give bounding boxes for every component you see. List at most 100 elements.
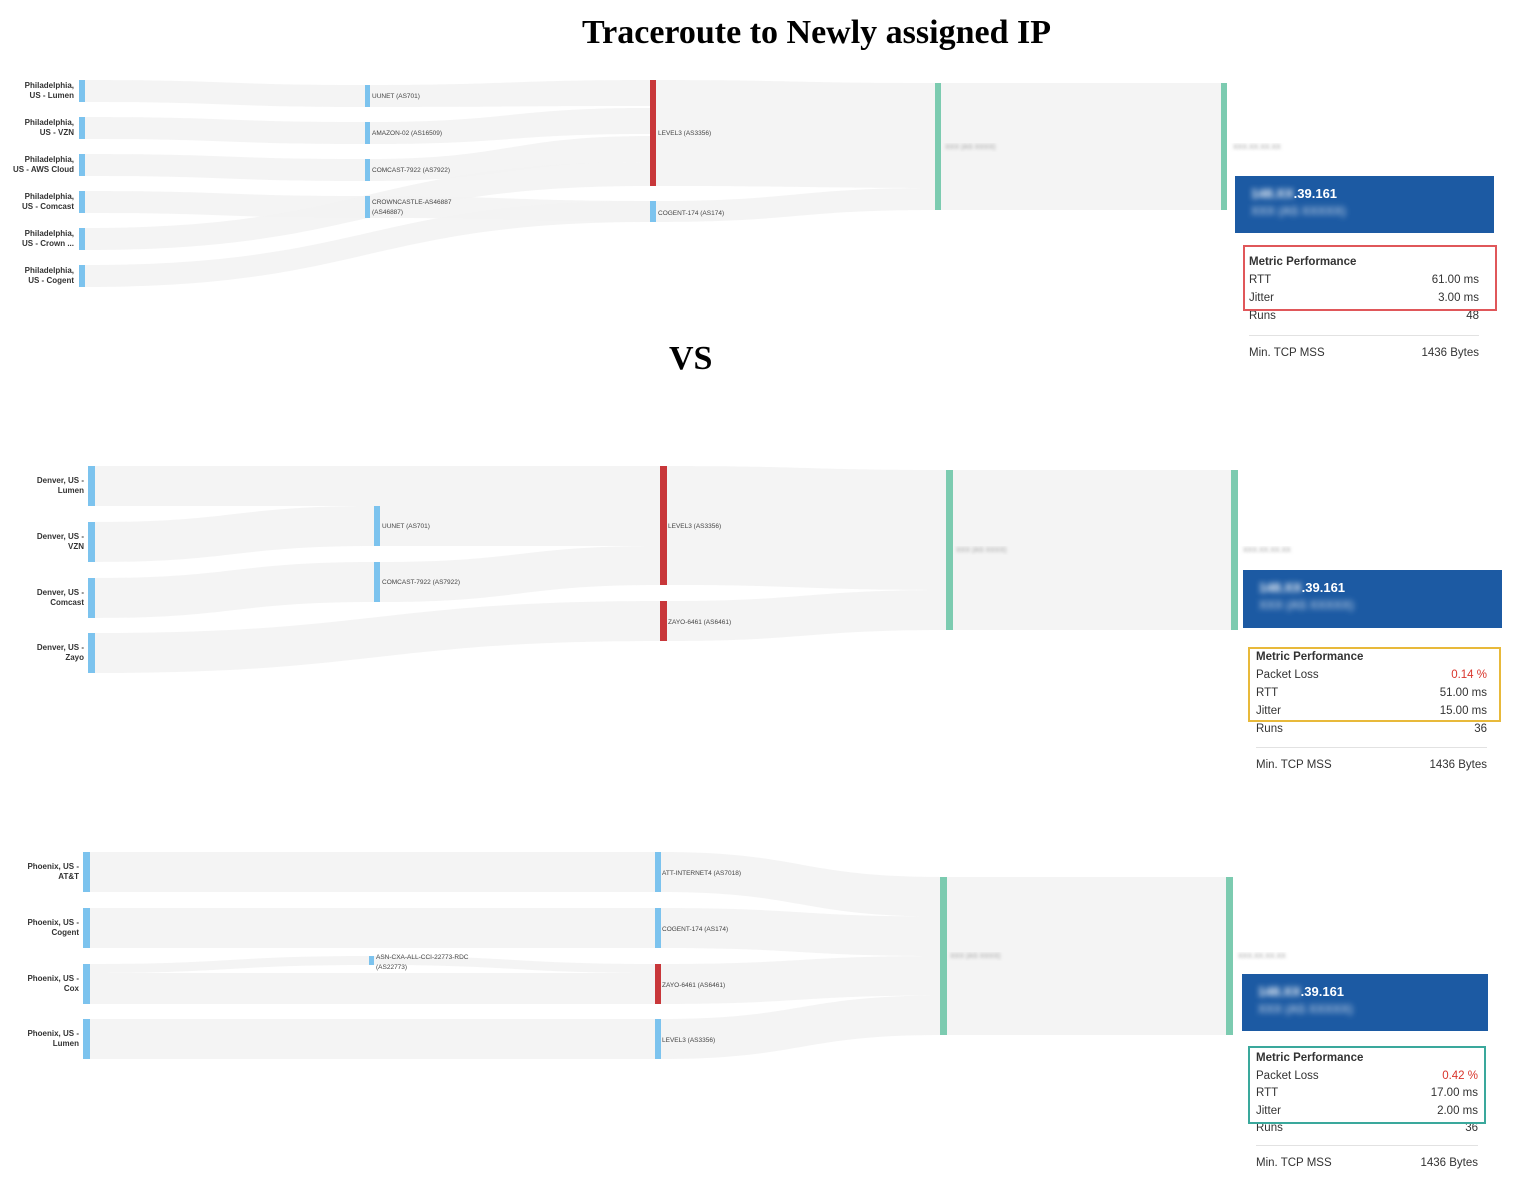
flow-link	[95, 466, 660, 506]
ip-visible: .39.161	[1300, 984, 1345, 999]
metric-label: Jitter	[1256, 705, 1281, 717]
vs-label: VS	[669, 340, 713, 377]
hop-node	[365, 159, 370, 181]
flow-link	[947, 877, 1226, 1035]
hop-node-intermediate	[946, 470, 953, 630]
destination-ip: 148.XX.39.161	[1251, 186, 1337, 201]
ip-hidden-prefix: 148.XX	[1251, 186, 1294, 201]
metric-value: 15.00 ms	[1439, 705, 1487, 717]
blurred-hop-label: XXX.XX.XX.XX	[1243, 547, 1291, 554]
flow-link	[85, 154, 365, 181]
hop-label: CROWNCASTLE-AS46887 (AS46887)	[372, 199, 452, 216]
metric-row: Min. TCP MSS 1436 Bytes	[1256, 1157, 1478, 1173]
metric-label: Min. TCP MSS	[1256, 759, 1332, 771]
flow-link	[656, 188, 935, 222]
destination-ip-box[interactable]: 148.XX.39.161 XXX (AS XXXXX)	[1235, 176, 1494, 233]
source-label: Phoenix, US -AT&T	[27, 862, 79, 881]
flow-link	[380, 546, 660, 602]
flow-link	[90, 956, 369, 973]
source-node	[79, 117, 85, 139]
hop-node-zayo	[660, 601, 667, 641]
metrics-divider	[1256, 1145, 1478, 1146]
hop-label: COMCAST-7922 (AS7922)	[372, 167, 450, 174]
source-node	[83, 908, 90, 948]
source-label: Phoenix, US -Cox	[27, 974, 79, 993]
hop-node-final	[1231, 470, 1238, 630]
flow-link	[661, 995, 940, 1059]
hop-label: ZAYO-6461 (AS6461)	[662, 982, 725, 989]
metric-row: RTT 51.00 ms	[1256, 687, 1487, 703]
destination-asn: XXX (AS XXXXX)	[1259, 598, 1354, 612]
metric-label: Packet Loss	[1256, 1070, 1319, 1082]
destination-ip-box[interactable]: 148.XX.39.161 XXX (AS XXXXX)	[1243, 570, 1502, 628]
metric-value: 0.14 %	[1451, 669, 1487, 681]
metric-value: 17.00 ms	[1430, 1087, 1478, 1099]
destination-ip: 148.XX.39.161	[1259, 580, 1345, 595]
metric-label: Runs	[1256, 723, 1283, 735]
source-label: Philadelphia, US - Cogent	[25, 266, 75, 285]
source-node	[83, 852, 90, 892]
hop-node-level3	[660, 466, 667, 585]
source-node	[88, 578, 95, 618]
metric-value: 2.00 ms	[1437, 1105, 1478, 1117]
metric-row: Min. TCP MSS 1436 Bytes	[1249, 347, 1479, 363]
metrics-highlight-box	[1243, 245, 1497, 311]
flow-link	[95, 562, 374, 618]
page-title: Traceroute to Newly assigned IP	[581, 14, 1051, 51]
flow-link	[370, 80, 650, 107]
metrics-panel: Metric Performance Packet Loss 0.14 % RTT…	[1256, 651, 1487, 781]
source-label: Philadelphia, US - AWS Cloud	[13, 155, 74, 174]
metric-value: 36	[1465, 1122, 1478, 1134]
flow-link	[661, 956, 940, 1004]
metric-value: 3.00 ms	[1438, 292, 1479, 304]
flow-link	[953, 470, 1231, 630]
metrics-panel: Metric Performance Packet Loss 0.42 % RTT…	[1256, 1052, 1478, 1182]
node-layer	[79, 80, 1238, 1059]
source-label: Phoenix, US -Cogent	[27, 918, 79, 937]
source-label: Philadelphia, US - Comcast	[22, 192, 74, 211]
flow-link	[90, 852, 655, 892]
flow-link	[85, 80, 365, 107]
metric-value: 1436 Bytes	[1421, 347, 1479, 359]
hop-node-zayo	[655, 964, 661, 1004]
hop-node	[655, 852, 661, 892]
source-node	[88, 633, 95, 673]
metric-value: 1436 Bytes	[1429, 759, 1487, 771]
blurred-hop-label: XXX (AS XXXX)	[956, 547, 1007, 554]
hop-node-final	[1221, 83, 1227, 210]
destination-ip: 148.XX.39.161	[1258, 984, 1344, 999]
metrics-highlight-box	[1248, 647, 1501, 722]
hop-node	[655, 1019, 661, 1059]
hop-node-final	[1226, 877, 1233, 1035]
hop-label: ASN-CXA-ALL-CCI-22773-RDC (AS22773)	[376, 954, 469, 971]
source-label: Phoenix, US -Lumen	[27, 1029, 79, 1048]
metric-value: 51.00 ms	[1439, 687, 1487, 699]
hop-label: COMCAST-7922 (AS7922)	[382, 579, 460, 586]
source-node	[88, 466, 95, 506]
flow-link	[95, 506, 374, 562]
flow-link	[661, 852, 940, 917]
metric-row: Runs 36	[1256, 723, 1487, 739]
source-label: Denver, US -Comcast	[37, 588, 84, 607]
hop-label: LEVEL3 (AS3356)	[662, 1037, 715, 1044]
flow-link	[90, 973, 655, 1004]
metric-value: 0.42 %	[1442, 1070, 1478, 1082]
hop-node-intermediate	[935, 83, 941, 210]
flow-link	[95, 601, 660, 673]
hop-label: LEVEL3 (AS3356)	[668, 523, 721, 530]
metric-row: RTT 17.00 ms	[1256, 1087, 1478, 1103]
source-label: Denver, US -Lumen	[37, 476, 84, 495]
metric-row: Jitter 15.00 ms	[1256, 705, 1487, 721]
flow-link	[661, 908, 940, 956]
source-node	[79, 80, 85, 102]
metric-label: Jitter	[1256, 1105, 1281, 1117]
hop-label: COGENT-174 (AS174)	[662, 926, 728, 933]
metrics-highlight-box	[1248, 1046, 1486, 1124]
source-node	[83, 964, 90, 1004]
hop-node	[365, 196, 370, 218]
blurred-hop-label: XXX.XX.XX.XX	[1233, 144, 1281, 151]
metrics-divider	[1249, 335, 1479, 336]
destination-ip-box[interactable]: 148.XX.39.161 XXX (AS XXXXX)	[1242, 974, 1488, 1031]
hop-node	[365, 122, 370, 144]
metric-label: Runs	[1249, 310, 1276, 322]
